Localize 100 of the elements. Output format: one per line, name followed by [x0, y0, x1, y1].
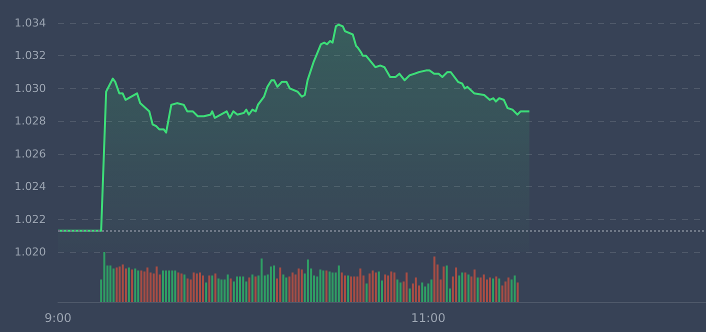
- bar: [220, 280, 222, 302]
- bar: [476, 278, 479, 302]
- bar: [366, 284, 368, 302]
- bar: [192, 272, 195, 302]
- bar: [156, 266, 158, 302]
- bar: [408, 288, 411, 302]
- bar: [353, 276, 356, 302]
- bar: [507, 278, 510, 302]
- bar: [514, 276, 516, 302]
- y-tick-label: 1.022: [14, 212, 46, 226]
- bar: [279, 268, 282, 302]
- bar: [205, 282, 208, 302]
- bar: [384, 274, 386, 302]
- bar: [171, 270, 174, 302]
- bar: [211, 276, 214, 302]
- bar: [488, 278, 491, 302]
- bar: [134, 268, 136, 302]
- y-tick-label: 1.026: [14, 147, 46, 160]
- bar: [396, 280, 398, 302]
- bar: [350, 276, 352, 302]
- bar: [282, 274, 284, 302]
- bar: [378, 272, 380, 302]
- bar: [137, 270, 140, 302]
- bar: [332, 272, 334, 302]
- y-tick-label: 1.024: [14, 180, 46, 194]
- x-tick-label: 9:00: [44, 311, 72, 325]
- bar: [186, 278, 189, 302]
- y-tick-label: 1.032: [14, 49, 46, 62]
- bar: [510, 280, 513, 302]
- bar: [340, 272, 343, 302]
- bar: [442, 266, 445, 302]
- bar: [480, 278, 482, 302]
- bar: [387, 276, 390, 302]
- y-tick-label: 1.020: [14, 246, 46, 258]
- bar: [202, 276, 204, 302]
- bar: [199, 272, 202, 302]
- bar: [464, 272, 466, 302]
- bar: [124, 268, 127, 302]
- bar: [482, 274, 485, 302]
- bar: [146, 268, 148, 302]
- bar: [306, 260, 309, 302]
- bar: [372, 270, 374, 302]
- x-tick-label: 11:00: [410, 311, 446, 325]
- y-tick-label: 1.034: [14, 16, 46, 30]
- y-tick-label: 1.030: [14, 82, 46, 95]
- bar: [406, 272, 408, 302]
- bar: [461, 272, 464, 302]
- bar: [131, 270, 134, 302]
- bar: [164, 270, 167, 302]
- bar: [328, 272, 331, 302]
- bar: [236, 276, 238, 302]
- bar: [168, 270, 170, 302]
- bar: [180, 274, 182, 302]
- y-tick-label: 1.028: [14, 114, 46, 128]
- bar: [118, 266, 121, 302]
- bar: [177, 272, 180, 302]
- bar: [501, 286, 504, 302]
- bar: [427, 284, 430, 302]
- bar: [414, 278, 417, 302]
- bar: [218, 278, 220, 302]
- bar: [300, 270, 303, 302]
- bar: [433, 256, 436, 302]
- bar: [498, 278, 500, 302]
- bar: [458, 276, 460, 302]
- bar: [122, 264, 124, 302]
- bar: [322, 270, 324, 302]
- bar: [226, 274, 229, 302]
- bar: [393, 272, 396, 302]
- bar: [196, 274, 198, 302]
- bar: [260, 258, 263, 302]
- bar: [248, 278, 250, 302]
- bar: [230, 278, 232, 302]
- bar: [344, 276, 346, 302]
- bar: [424, 286, 426, 302]
- bar: [430, 280, 432, 302]
- bar: [183, 274, 186, 302]
- bar: [504, 282, 506, 302]
- bar: [446, 266, 448, 302]
- bar: [285, 278, 288, 302]
- bar: [374, 272, 377, 302]
- bar: [162, 270, 164, 302]
- bar: [273, 266, 276, 302]
- bar: [467, 274, 470, 302]
- bar: [238, 276, 241, 302]
- bar: [288, 276, 290, 302]
- bar: [128, 268, 130, 302]
- bar: [338, 266, 340, 302]
- bar: [103, 252, 106, 302]
- bar: [319, 270, 322, 302]
- bar: [112, 268, 115, 302]
- bar: [214, 274, 216, 302]
- bar: [390, 272, 392, 302]
- bar: [254, 276, 257, 302]
- bar: [292, 272, 294, 302]
- bar: [116, 268, 118, 302]
- bar: [251, 274, 254, 302]
- bar: [174, 270, 176, 302]
- bar: [474, 270, 476, 302]
- bar: [208, 276, 210, 302]
- bar: [492, 278, 494, 302]
